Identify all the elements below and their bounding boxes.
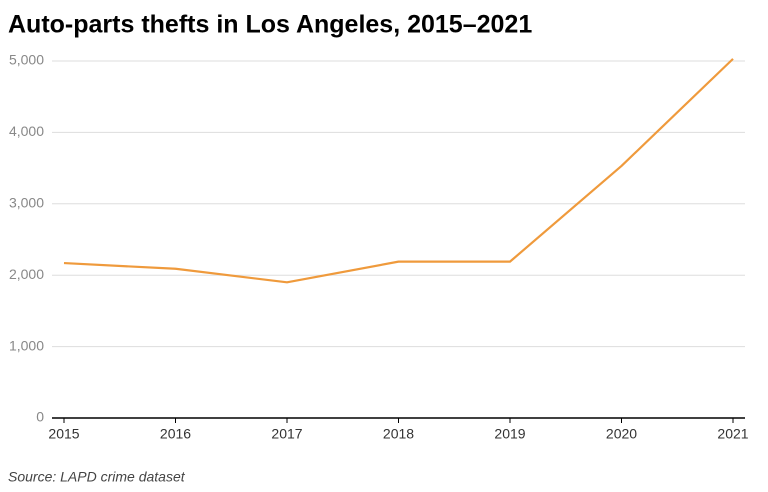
x-tick-label: 2020 [606,426,637,442]
x-tick-label: 2015 [48,426,79,442]
x-tick-label: 2018 [383,426,414,442]
data-line [63,58,734,284]
y-tick-label: 5,000 [9,52,44,68]
x-tick-label: 2016 [160,426,191,442]
y-tick-label: 2,000 [9,266,44,282]
y-tick-label: 0 [36,409,44,425]
x-tick-label: 2019 [494,426,525,442]
x-tick-label: 2017 [271,426,302,442]
chart-title: Auto-parts thefts in Los Angeles, 2015–2… [8,11,532,39]
y-tick-label: 1,000 [9,337,44,353]
x-tick-label: 2021 [717,426,748,442]
y-tick-label: 3,000 [9,195,44,211]
y-tick-label: 4,000 [9,123,44,139]
source-note: Source: LAPD crime dataset [8,469,186,485]
